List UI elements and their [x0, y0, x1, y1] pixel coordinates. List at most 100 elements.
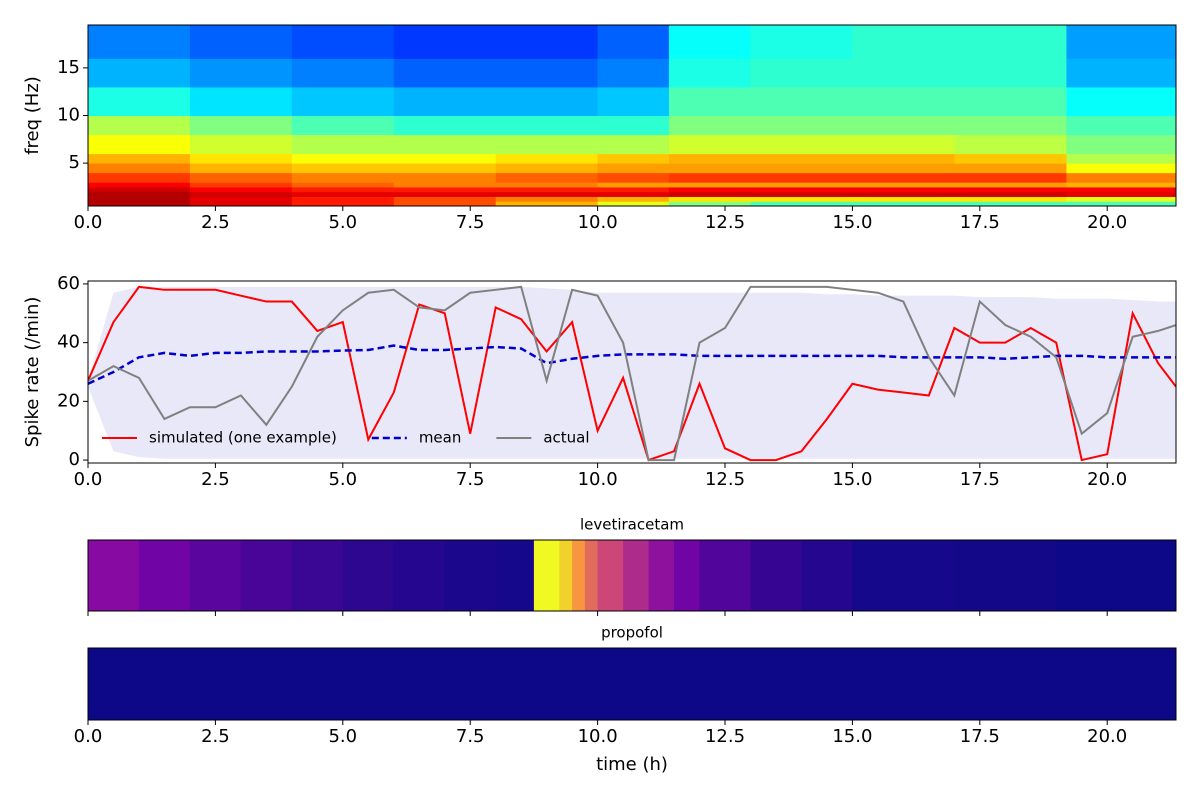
heat-cell [393, 182, 497, 188]
heat-cell [495, 172, 599, 183]
heat-cell [291, 58, 395, 88]
heat-cell [291, 134, 395, 155]
heat-cell [668, 134, 751, 155]
plot-area [88, 540, 1176, 611]
panel: propofol 0.0 2.5 5.0 7.5 10.0 12.5 15.0 17.5 20.0… [74, 624, 1177, 775]
heat-cell [1066, 153, 1176, 164]
heat-cell [750, 172, 853, 183]
heat-cell [1066, 163, 1176, 174]
y-tick-label: 15 [57, 57, 80, 78]
heat-cell [1066, 201, 1176, 206]
panel-title: propofol [601, 624, 663, 642]
heat-cell [1066, 25, 1176, 59]
heat-cell [750, 58, 853, 88]
heat-cell [852, 201, 955, 206]
heat-cell [393, 58, 497, 88]
x-tick-label: 12.5 [705, 469, 745, 490]
heat-cell [495, 58, 599, 88]
heat-cell [291, 86, 395, 116]
heat-cell [597, 186, 670, 193]
plot-area [88, 648, 1176, 720]
heat-cell [495, 201, 599, 206]
series-line [88, 344, 1176, 385]
y-tick-label: 0 [69, 449, 80, 470]
strip-cell [444, 540, 497, 611]
strip-cell [572, 540, 586, 611]
heat-cell [291, 163, 395, 174]
heat-cell [954, 58, 1067, 88]
heat-cell [597, 58, 670, 88]
axes-frame [87, 647, 1177, 721]
heat-cell [291, 153, 395, 164]
x-tick-label: 20.0 [1087, 726, 1127, 747]
heat-cell [291, 182, 395, 188]
heat-cell [597, 134, 670, 155]
heat-cell [1066, 134, 1176, 155]
heat-cell [495, 134, 599, 155]
strip-cell [240, 540, 293, 611]
heat-cell [668, 25, 751, 59]
x-tick-label: 2.5 [201, 469, 230, 490]
heat-cell [597, 163, 670, 174]
legend-label: mean [419, 429, 462, 447]
heat-cell [393, 186, 497, 193]
y-axis-label: Spike rate (/min) [22, 297, 43, 448]
heat-cell [750, 186, 853, 193]
heat-cell [1066, 191, 1176, 197]
heat-cell [393, 201, 497, 206]
y-axis-label: freq (Hz) [22, 76, 43, 155]
heat-cell [954, 182, 1067, 188]
heat-cell [189, 182, 293, 188]
heat-cell [852, 172, 955, 183]
x-tick-label: 15.0 [832, 469, 872, 490]
strip-cell [495, 540, 535, 611]
heat-cell [597, 86, 670, 116]
heat-cell [1066, 172, 1176, 183]
y-tick-label: 40 [57, 332, 80, 353]
x-tick-label: 5.0 [328, 469, 357, 490]
heat-cell [88, 182, 191, 188]
x-tick-label: 10.0 [578, 726, 618, 747]
heat-cell [954, 196, 1067, 202]
heat-cell [852, 163, 955, 174]
heat-cell [954, 172, 1067, 183]
heat-cell [189, 163, 293, 174]
heat-cell [189, 153, 293, 164]
strip-cell [597, 540, 624, 611]
strip-cell [674, 540, 701, 611]
plot-area [88, 25, 1176, 206]
strip-cell [291, 540, 344, 611]
legend-label: simulated (one example) [149, 429, 337, 447]
heat-cell [1066, 186, 1176, 193]
heat-cell [1066, 196, 1176, 202]
heat-cell [954, 186, 1067, 193]
heat-cell [954, 153, 1067, 164]
heat-cell [88, 163, 191, 174]
heat-cell [495, 153, 599, 164]
heat-cell [495, 196, 599, 202]
plot-area [88, 285, 1176, 462]
heat-cell [291, 196, 395, 202]
heat-cell [597, 196, 670, 202]
heat-cell [291, 172, 395, 183]
x-tick-label: 5.0 [328, 726, 357, 747]
heat-cell [668, 182, 751, 188]
x-tick-label: 20.0 [1087, 212, 1127, 233]
heat-cell [88, 86, 191, 116]
strip-cell [1056, 540, 1176, 611]
series-line [88, 285, 1176, 462]
heat-cell [291, 115, 395, 136]
heat-cell [1066, 86, 1176, 116]
heat-cell [668, 115, 751, 136]
strip-cell [342, 540, 395, 611]
heat-cell [189, 134, 293, 155]
strip-cell [559, 540, 573, 611]
heat-cell [668, 186, 751, 193]
strip-cell [852, 540, 955, 611]
heat-cell [750, 86, 853, 116]
heat-cell [393, 86, 497, 116]
y-tick-label: 5 [69, 152, 80, 173]
heat-cell [189, 86, 293, 116]
strip-cell [801, 540, 853, 611]
legend-label: actual [543, 429, 589, 447]
